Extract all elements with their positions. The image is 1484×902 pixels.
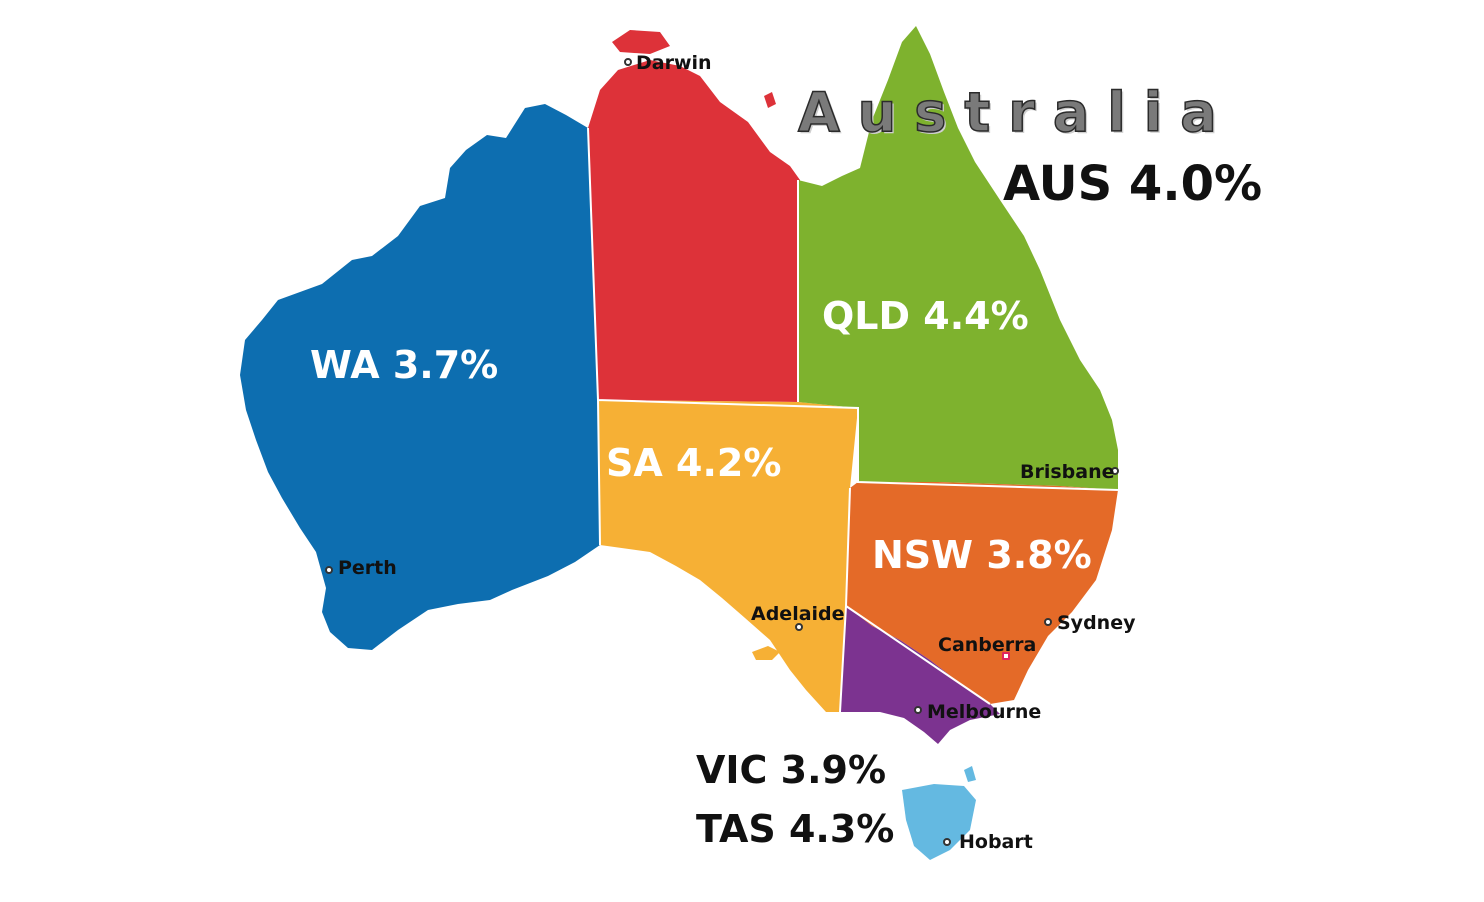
region-tas-island [964,766,976,782]
region-vic[interactable] [840,606,1000,744]
city-label-perth: Perth [338,557,397,579]
city-label-sydney: Sydney [1057,612,1136,634]
state-borders [587,127,1119,713]
city-marker-perth [325,566,333,574]
region-sa-island [752,646,780,660]
region-nsw[interactable] [846,482,1118,704]
city-marker-hobart [943,838,951,846]
map-title: Australia [797,81,1235,144]
national-rate-label: AUS 4.0% [1003,156,1263,212]
city-marker-brisbane [1111,467,1119,475]
city-label-hobart: Hobart [959,831,1033,853]
state-label-sa: SA 4.2% [606,441,782,485]
region-nt[interactable] [588,60,800,402]
city-label-melbourne: Melbourne [927,701,1042,723]
city-marker-sydney [1044,618,1052,626]
city-label-adelaide: Adelaide [751,603,845,625]
city-label-darwin: Darwin [636,52,712,74]
state-label-qld: QLD 4.4% [822,294,1029,338]
city-marker-adelaide [795,623,803,631]
city-label-canberra: Canberra [938,634,1037,656]
city-marker-melbourne [914,706,922,714]
state-label-tas: TAS 4.3% [696,807,895,851]
state-label-nsw: NSW 3.8% [872,533,1092,577]
region-qld[interactable] [798,26,1118,490]
city-marker-canberra [1002,652,1010,660]
city-label-brisbane: Brisbane [1020,461,1115,483]
state-label-wa: WA 3.7% [310,343,499,387]
city-marker-darwin [624,58,632,66]
region-wa[interactable] [240,104,600,650]
state-label-vic: VIC 3.9% [696,748,887,792]
region-sa[interactable] [598,400,858,712]
region-tas[interactable] [902,784,976,860]
region-nt-islands [612,30,776,108]
